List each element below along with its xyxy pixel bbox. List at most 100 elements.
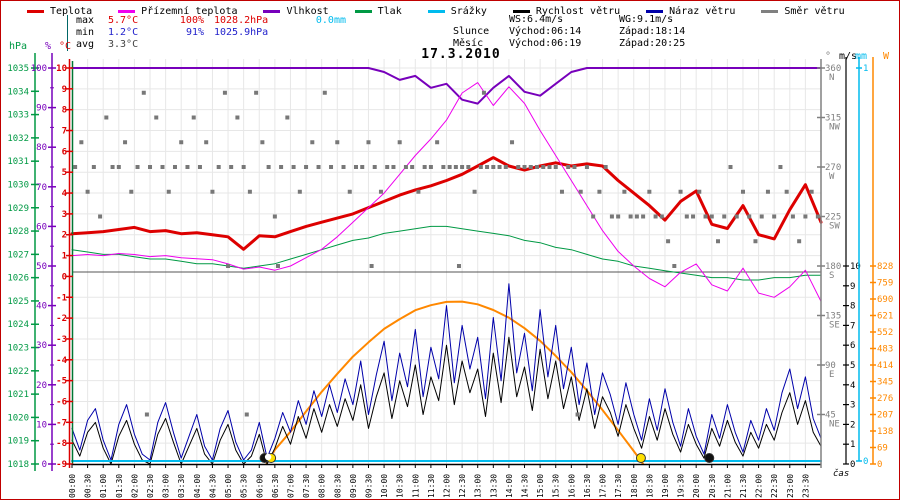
svg-text:-2: -2 [56,314,67,324]
legend-item: Tlak [354,6,402,17]
svg-text:207: 207 [877,411,893,421]
svg-text:138: 138 [877,427,893,437]
stat-label: min [76,27,95,38]
series-wind-gust [71,283,822,461]
svg-text:1034: 1034 [7,87,29,97]
svg-text:7: 7 [850,321,855,331]
legend-item: Náraz větru [646,6,735,17]
svg-text:8: 8 [850,302,855,312]
svg-text:100: 100 [31,64,47,74]
svg-text:07:00: 07:00 [286,474,295,498]
svg-text:°: ° [825,51,831,62]
svg-text:-1: -1 [56,293,67,303]
svg-text:22:30: 22:30 [770,474,779,498]
svg-text:1023: 1023 [7,344,29,354]
svg-text:16:00: 16:00 [567,474,576,498]
svg-text:W: W [829,172,835,182]
stat-min-humidity: 91% [185,27,204,38]
svg-text:04:00: 04:00 [193,474,202,498]
series-humidity [71,67,822,105]
svg-text:23:30: 23:30 [801,474,810,498]
svg-text:17:30: 17:30 [614,474,623,498]
svg-text:14:00: 14:00 [505,474,514,498]
svg-text:4: 4 [850,381,855,391]
legend-color-dash [761,10,779,13]
svg-text:11:00: 11:00 [411,474,420,498]
legend-label: Přízemní teplota [141,6,238,17]
svg-text:1022: 1022 [7,367,29,377]
svg-text:828: 828 [877,262,893,272]
moon-times-row: Měsíc Východ:06:19 Západ:20:25 [453,38,729,50]
legend-item: Vlhkost [263,6,329,17]
svg-text:8: 8 [62,106,67,116]
legend-item: Srážky [427,6,487,17]
legend-color-dash [354,10,372,13]
svg-text:3: 3 [850,401,855,411]
svg-text:04:30: 04:30 [208,474,217,498]
series-temperature [70,156,823,251]
series-ground-temperature [71,82,822,302]
svg-text:NE: NE [829,420,840,430]
svg-text:08:30: 08:30 [333,474,342,498]
sunset-time: Západ:18:14 [619,26,686,37]
svg-text:270: 270 [825,163,841,173]
stat-label: avg [76,39,95,50]
stat-avg-temp: 3.3°C [108,39,139,50]
svg-text:3: 3 [62,210,67,220]
svg-text:1028: 1028 [7,227,29,237]
svg-text:19:30: 19:30 [677,474,686,498]
stats-row-max: max 5.7°C 100% 1028.2hPa 0.0mm [76,15,346,27]
svg-text:13:00: 13:00 [474,474,483,498]
svg-text:1030: 1030 [7,180,29,190]
left-axes: hPa1035103410331032103110301029102810271… [7,41,73,471]
svg-text:02:00: 02:00 [130,474,139,498]
wind-gust-max: WG:9.1m/s [619,14,674,25]
svg-text:m/s: m/s [839,51,857,62]
svg-text:%: % [45,41,51,52]
svg-text:23:00: 23:00 [786,474,795,498]
svg-text:10: 10 [56,64,67,74]
svg-text:90: 90 [825,361,836,371]
moon-set-marker [704,453,715,463]
svg-text:NW: NW [829,123,840,133]
svg-text:-7: -7 [56,418,67,428]
svg-text:621: 621 [877,312,893,322]
svg-text:0: 0 [42,460,47,470]
svg-text:69: 69 [877,444,888,454]
svg-text:1018: 1018 [7,460,29,470]
astro-markers [259,453,715,463]
legend-color-dash [512,10,530,13]
svg-text:1031: 1031 [7,157,29,167]
svg-text:1: 1 [850,440,855,450]
time-axis-label: čas [833,468,849,479]
legend-item: Teplota [27,6,92,17]
svg-text:50: 50 [36,262,47,272]
svg-text:20:00: 20:00 [692,474,701,498]
svg-text:00:30: 00:30 [84,474,93,498]
svg-text:80: 80 [36,143,47,153]
sun-times-row: Slunce Východ:06:14 Západ:18:14 [453,26,729,38]
svg-text:10: 10 [850,262,861,272]
stats-row-min: min 1.2°C 91% 1025.9hPa [76,27,346,39]
svg-text:10: 10 [36,420,47,430]
time-axis: 00:00 00:30 01:00 01:30 02:00 02:30 03:00 03:30… [68,464,849,498]
svg-text:414: 414 [877,361,893,371]
svg-text:345: 345 [877,378,893,388]
svg-text:759: 759 [877,279,893,289]
svg-text:5: 5 [850,361,855,371]
svg-text:16:30: 16:30 [583,474,592,498]
svg-text:02:30: 02:30 [146,474,155,498]
svg-text:1021: 1021 [7,390,29,400]
svg-text:-8: -8 [56,439,67,449]
legend-color-dash [427,10,445,13]
svg-text:10:00: 10:00 [380,474,389,498]
svg-text:21:30: 21:30 [739,474,748,498]
legend-label: Směr větru [784,6,845,17]
svg-text:9: 9 [62,85,67,95]
svg-text:19:00: 19:00 [661,474,670,498]
svg-text:1027: 1027 [7,250,29,260]
stat-max-pressure: 1028.2hPa [214,15,269,26]
svg-text:15:00: 15:00 [536,474,545,498]
svg-text:483: 483 [877,345,893,355]
